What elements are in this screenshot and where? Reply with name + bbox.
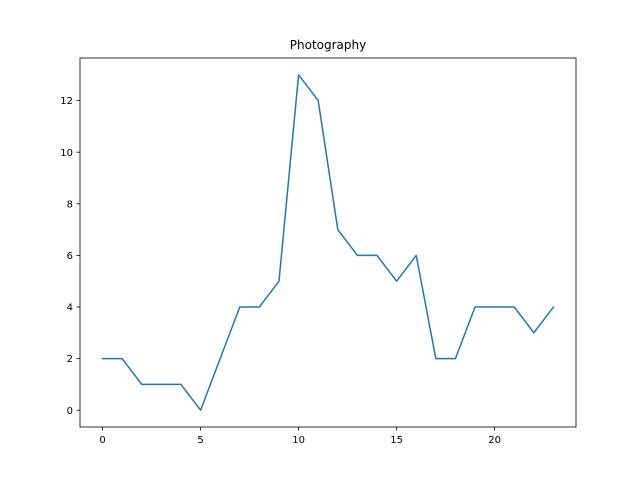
x-tick-label: 20 xyxy=(488,435,501,446)
y-tick-label: 10 xyxy=(60,148,73,159)
x-tick-label: 10 xyxy=(292,435,305,446)
y-tick-label: 2 xyxy=(67,354,73,365)
y-axis: 0 2 4 6 8 10 12 xyxy=(60,96,80,417)
chart-title: Photography xyxy=(290,38,366,52)
x-axis: 0 5 10 15 20 xyxy=(99,427,501,446)
series-line-0 xyxy=(101,74,555,411)
y-tick-label: 12 xyxy=(60,96,73,107)
plot-area xyxy=(101,74,555,411)
y-tick-label: 0 xyxy=(67,406,73,417)
y-tick-label: 8 xyxy=(67,199,73,210)
x-tick-label: 5 xyxy=(197,435,203,446)
y-tick-label: 6 xyxy=(67,251,73,262)
y-tick-label: 4 xyxy=(67,303,73,314)
x-tick-label: 0 xyxy=(99,435,105,446)
x-tick-label: 15 xyxy=(390,435,403,446)
axes-frame xyxy=(79,57,577,428)
